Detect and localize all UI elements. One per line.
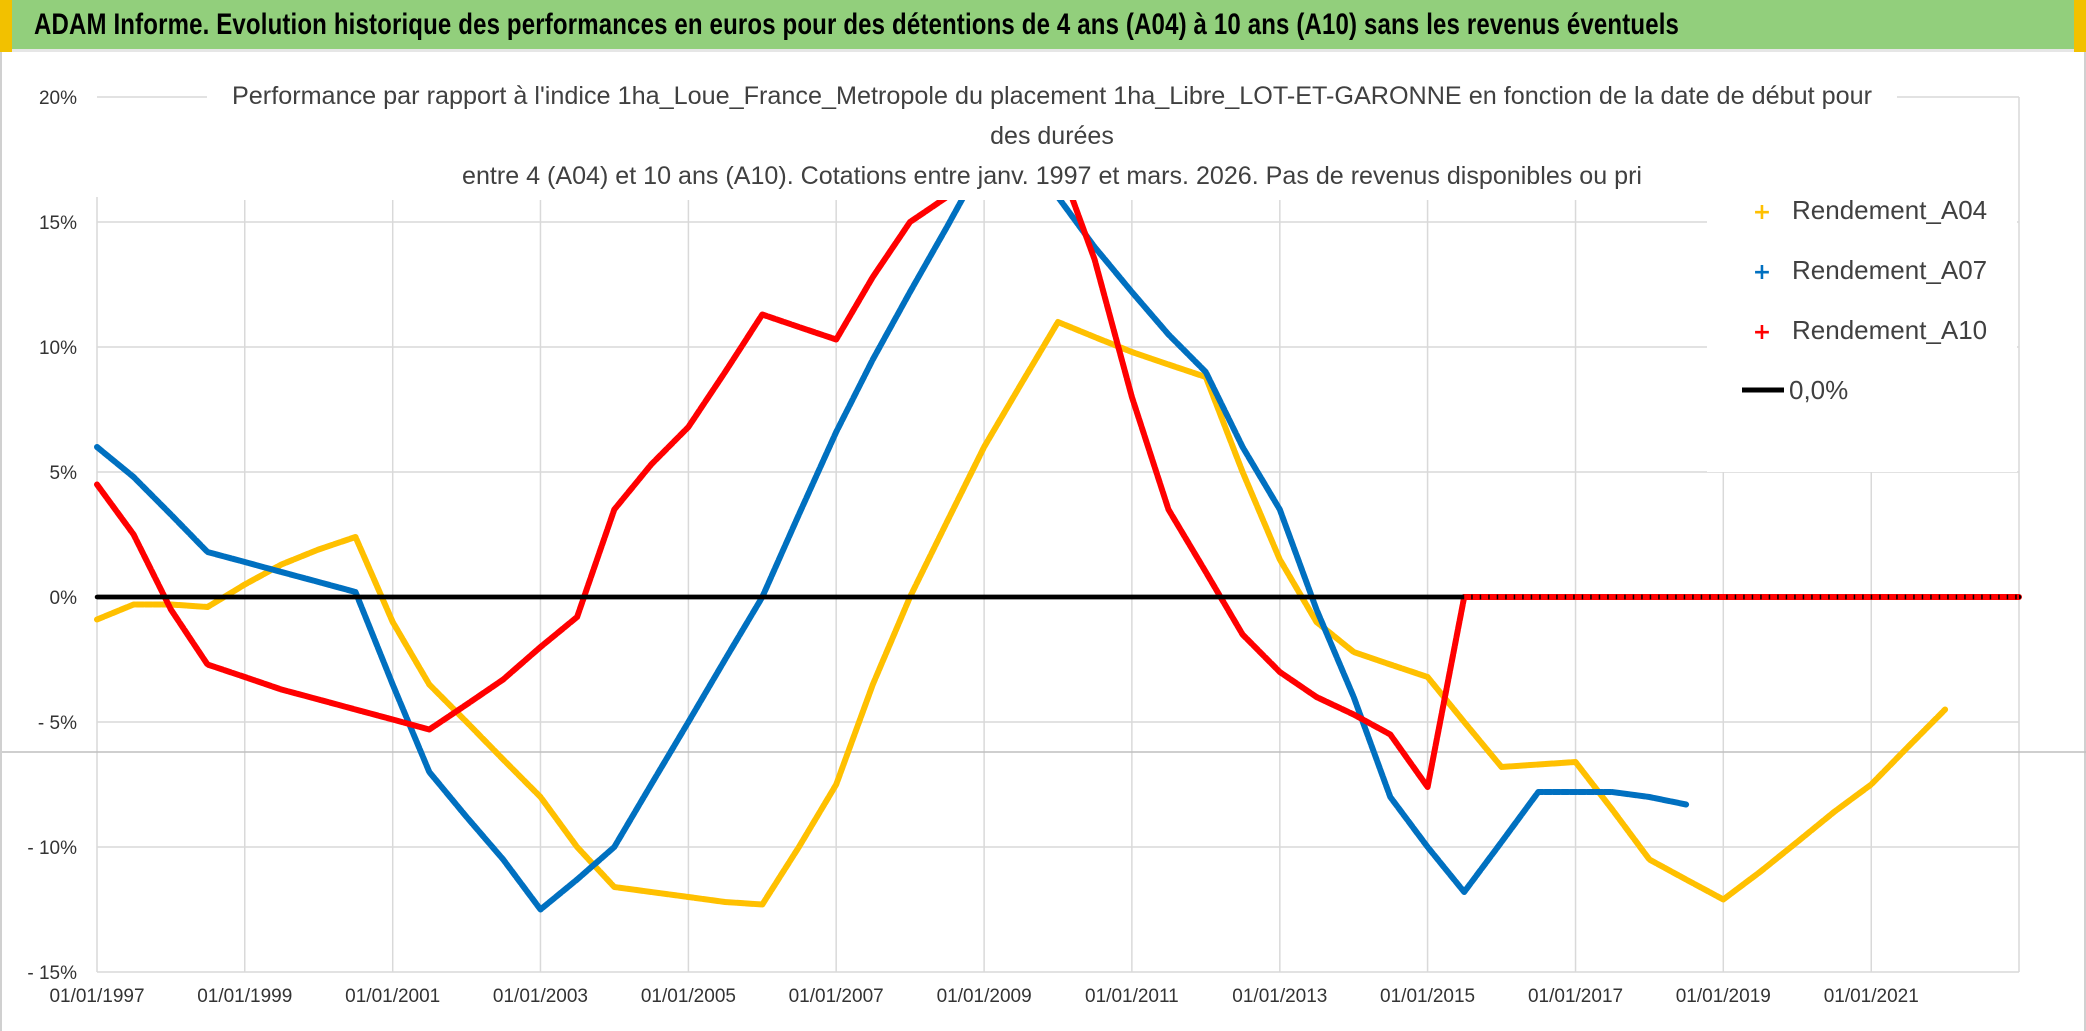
legend-label: Rendement_A10 — [1792, 315, 1987, 345]
y-tick-label: - 5% — [38, 713, 77, 734]
y-tick-label: 0% — [50, 588, 78, 609]
legend-marker-icon: + — [1753, 320, 1771, 345]
x-tick-label: 01/01/2017 — [1528, 986, 1623, 1007]
legend-marker-icon: + — [1753, 200, 1771, 225]
report-title: ADAM Informe. Evolution historique des p… — [34, 8, 1680, 41]
x-tick-label: 01/01/2019 — [1676, 986, 1771, 1007]
chart-title-group: Performance par rapport à l'indice 1ha_L… — [207, 76, 1897, 200]
series-line-rendement_a07 — [94, 156, 1690, 913]
y-tick-label: 5% — [50, 463, 78, 484]
performance-chart: Performance par rapport à l'indice 1ha_L… — [2, 76, 2086, 1007]
banner-left-accent — [0, 0, 14, 52]
y-tick-label: - 10% — [27, 838, 77, 859]
legend-marker-icon: + — [1753, 260, 1771, 285]
y-tick-label: 15% — [39, 213, 77, 234]
y-tick-label: 20% — [39, 88, 77, 109]
chart-title-line-3: entre 4 (A04) et 10 ans (A10). Cotations… — [462, 162, 1642, 190]
x-tick-label: 01/01/2021 — [1824, 986, 1919, 1007]
legend-label: Rendement_A07 — [1792, 255, 1987, 285]
series-line-rendement_a04 — [94, 319, 1949, 908]
chart-title-background — [207, 76, 1897, 200]
axis-labels: 20% 15% 10% 5% 0% - 5% - 10% - 15%01/01/1997 01/… — [27, 88, 1918, 1007]
chart-title-line-2: des durées — [990, 122, 1114, 150]
y-tick-label: 10% — [39, 338, 77, 359]
legend-label: 0,0% — [1789, 375, 1848, 405]
x-tick-label: 01/01/2007 — [789, 986, 884, 1007]
x-tick-label: 01/01/2003 — [493, 986, 588, 1007]
x-tick-label: 01/01/2009 — [937, 986, 1032, 1007]
x-tick-label: 01/01/1999 — [197, 986, 292, 1007]
x-tick-label: 01/01/2015 — [1380, 986, 1475, 1007]
x-tick-label: 01/01/2013 — [1232, 986, 1327, 1007]
chart-frame: Performance par rapport à l'indice 1ha_L… — [0, 52, 2086, 1031]
banner-right-accent — [2072, 0, 2086, 52]
chart-title-line-1: Performance par rapport à l'indice 1ha_L… — [232, 82, 1872, 110]
legend-background — [1707, 172, 2017, 472]
legend-label: Rendement_A04 — [1792, 195, 1987, 225]
series-line-rendement_a10 — [94, 156, 2022, 790]
x-tick-label: 01/01/2011 — [1085, 986, 1179, 1007]
x-tick-label: 01/01/2005 — [641, 986, 736, 1007]
x-tick-label: 01/01/1997 — [49, 986, 144, 1007]
y-tick-label: - 15% — [27, 963, 77, 984]
x-tick-label: 01/01/2001 — [345, 986, 440, 1007]
chart-legend: + Rendement_A04 + Rendement_A07 + Rendement_A… — [1707, 172, 2017, 472]
report-banner: ADAM Informe. Evolution historique des p… — [12, 0, 2074, 52]
series-layer — [94, 156, 2022, 913]
